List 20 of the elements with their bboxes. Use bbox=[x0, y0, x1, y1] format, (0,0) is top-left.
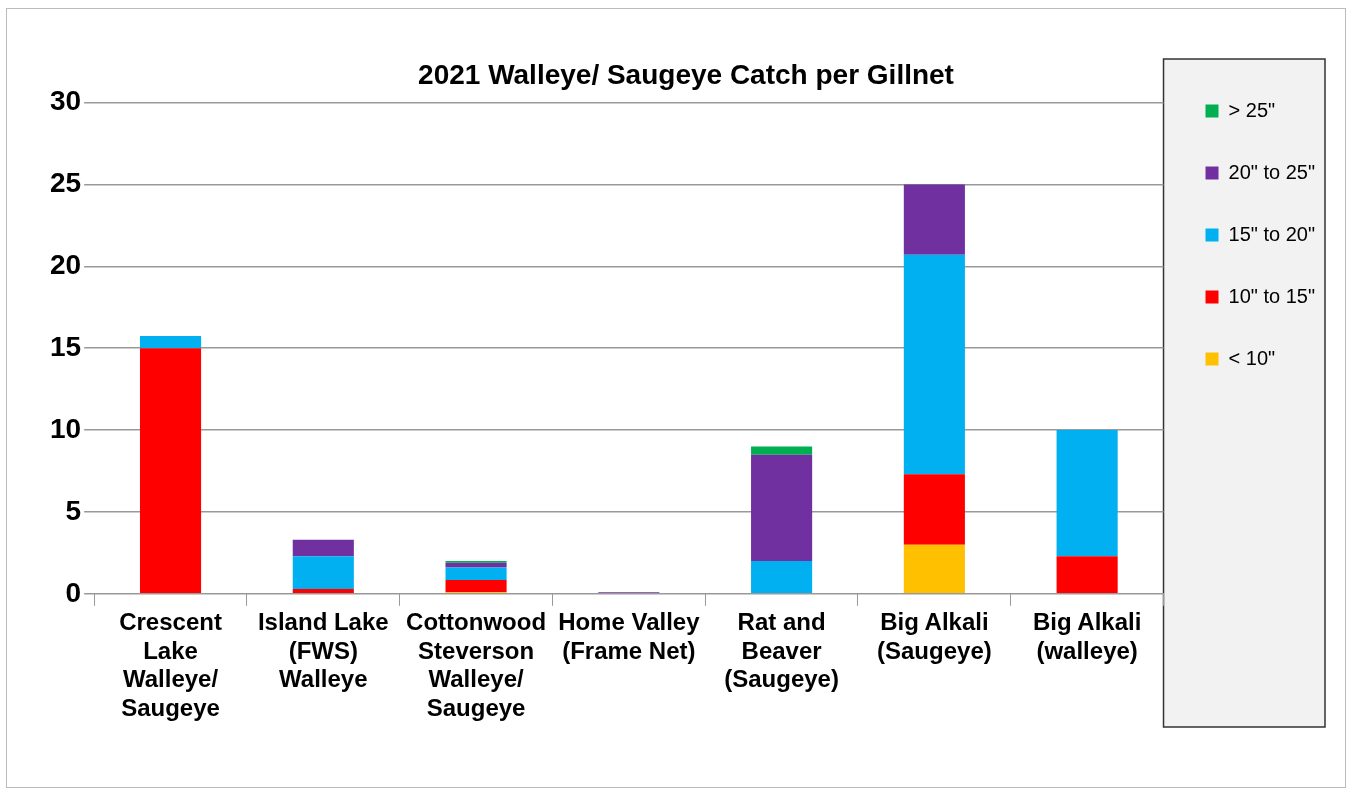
y-tick-label: 0 bbox=[65, 576, 82, 608]
y-tick-label: 10 bbox=[49, 412, 82, 444]
legend-label: < 10" bbox=[1228, 346, 1276, 369]
x-tick-label: Big Alkali (Saugeye) bbox=[877, 607, 992, 664]
legend-label: 15" to 20" bbox=[1228, 222, 1315, 245]
y-tick-label: 30 bbox=[49, 85, 82, 117]
y-tick-label: 15 bbox=[49, 330, 82, 362]
x-tick-label: Crescent Lake Walleye/ Saugeye bbox=[119, 607, 222, 722]
x-tick-label: Island Lake (FWS) Walleye bbox=[257, 607, 389, 693]
legend-label: 20" to 25" bbox=[1228, 160, 1315, 183]
legend-label: > 25" bbox=[1228, 98, 1276, 121]
x-tick-label: Cottonwood Steverson Walleye/ Saugeye bbox=[406, 607, 547, 722]
y-tick-label: 5 bbox=[65, 494, 82, 526]
x-tick-label: Rat and Beaver (Saugeye) bbox=[724, 607, 839, 693]
x-tick-label: Home Valley (Frame Net) bbox=[558, 607, 701, 664]
y-tick-label: 25 bbox=[49, 167, 82, 199]
chart-title: 2021 Walleye/ Saugeye Catch per Gillnet bbox=[418, 58, 954, 90]
legend-label: 10" to 15" bbox=[1228, 284, 1315, 307]
y-tick-label: 20 bbox=[49, 249, 82, 281]
x-tick-label: Big Alkali (walleye) bbox=[1032, 607, 1142, 664]
